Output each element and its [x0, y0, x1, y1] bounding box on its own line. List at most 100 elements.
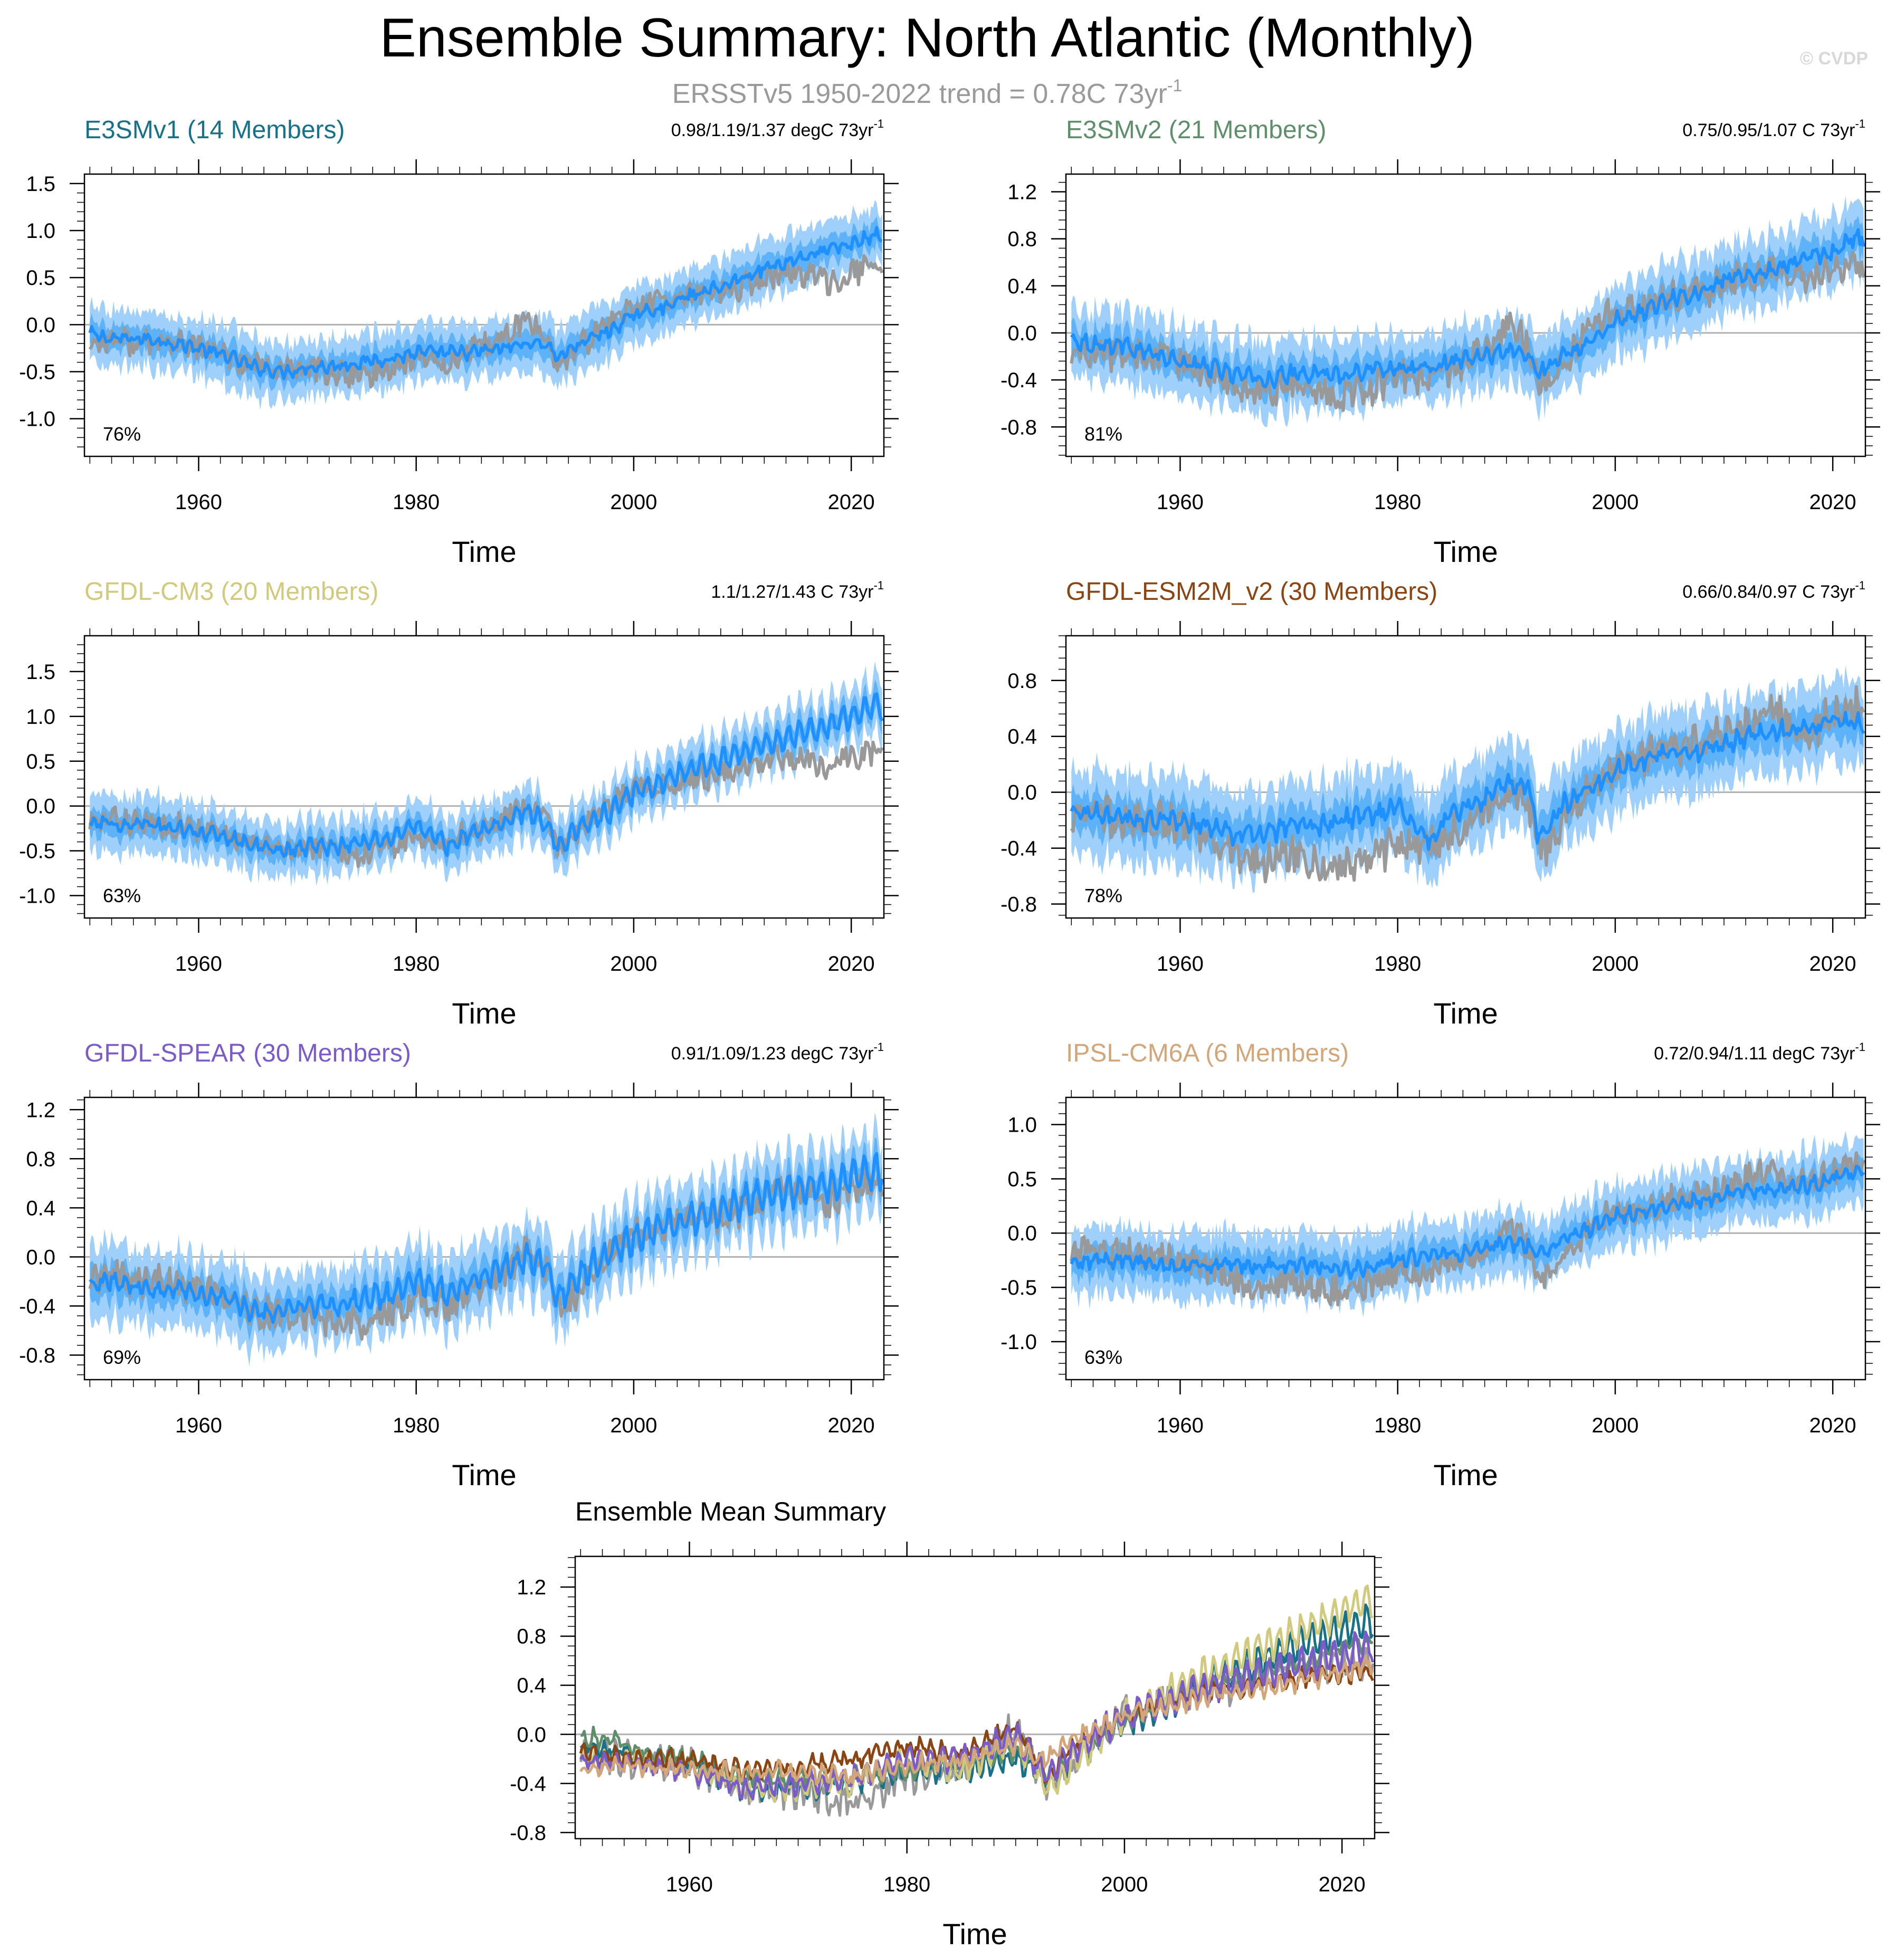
figure-subtitle: ERSSTv5 1950-2022 trend = 0.78C 73yr-1 — [672, 76, 1182, 109]
x-axis-label: Time — [452, 997, 516, 1030]
y-tick-label: -0.4 — [1001, 837, 1037, 861]
ensemble-spread-outer — [90, 1112, 882, 1366]
x-tick-label: 1980 — [393, 491, 440, 514]
trend-superscript: -1 — [1855, 579, 1865, 592]
x-tick-label: 2000 — [1592, 952, 1638, 976]
y-tick-label: 0.4 — [1007, 725, 1037, 749]
x-tick-label: 1980 — [883, 1873, 930, 1896]
y-tick-label: 0.0 — [26, 1246, 55, 1269]
y-tick-label: -0.8 — [510, 1821, 546, 1844]
plot-frame — [574, 1555, 1376, 1840]
percent-annotation: 63% — [1084, 1346, 1122, 1368]
trend-text: 0.66/0.84/0.97 C 73yr — [1682, 582, 1855, 602]
plot-area — [1066, 1131, 1865, 1318]
trend-superscript: -1 — [873, 579, 884, 592]
ensemble-spread-inner — [1071, 215, 1864, 405]
plot-frame — [83, 1096, 885, 1381]
panel-p7: Ensemble Mean Summary 1.2 0.8 0.4 0.0 -0.4 -0.… — [510, 1497, 1389, 1951]
trend-superscript: -1 — [873, 117, 884, 130]
trend-superscript: -1 — [873, 1040, 884, 1054]
y-tick-label: -0.8 — [19, 1344, 55, 1367]
panel-p4: GFDL-ESM2M_v2 (30 Members) 0.66/0.84/0.97… — [1001, 578, 1880, 1030]
series-line-ensemble-mean — [1070, 228, 1865, 389]
y-tick-label: 0.5 — [26, 266, 55, 290]
y-tick-label: -0.8 — [1001, 893, 1037, 916]
y-tick-label: 0.8 — [517, 1625, 546, 1648]
ensemble-spread-outer — [1071, 196, 1864, 427]
x-tick-label: 1960 — [175, 491, 222, 514]
x-tick-label: 1980 — [1374, 952, 1421, 976]
x-tick-label: 1960 — [1157, 1414, 1204, 1437]
panel-title: GFDL-SPEAR (30 Members) — [84, 1039, 411, 1067]
trend-label: 0.91/1.09/1.23 degC 73yr-1 — [671, 1040, 884, 1064]
y-tick-label: 0.0 — [1007, 322, 1037, 345]
percent-annotation: 78% — [1084, 885, 1122, 906]
percent-annotation: 63% — [103, 885, 141, 906]
series-line-ensemble-mean — [89, 1152, 884, 1324]
series-line-ensemble-mean — [88, 226, 883, 380]
x-tick-label: 1980 — [393, 1414, 440, 1437]
y-tick-label: -0.4 — [19, 1295, 55, 1318]
plot-area — [1066, 665, 1865, 893]
trend-superscript: -1 — [1855, 1040, 1865, 1054]
y-tick-label: -1.0 — [19, 408, 55, 431]
series-line-ipsl-cm6a — [579, 1655, 1374, 1786]
series-line-gfdl-spear — [579, 1630, 1374, 1801]
panel-title: GFDL-ESM2M_v2 (30 Members) — [1066, 578, 1437, 606]
y-tick-label: 0.0 — [26, 313, 55, 337]
x-tick-label: 2000 — [1592, 491, 1638, 514]
plot-frame — [1065, 1096, 1866, 1381]
trend-label: 0.98/1.19/1.37 degC 73yr-1 — [671, 117, 884, 140]
y-tick-label: -1.0 — [1001, 1331, 1037, 1354]
y-tick-label: 0.0 — [517, 1723, 546, 1746]
panel-title: E3SMv1 (14 Members) — [84, 116, 345, 144]
panel-p6: IPSL-CM6A (6 Members) 0.72/0.94/1.11 degC… — [1001, 1039, 1880, 1491]
series-line-observation — [1070, 251, 1865, 412]
y-tick-label: 1.0 — [26, 219, 55, 243]
panel-title: Ensemble Mean Summary — [575, 1497, 886, 1526]
x-tick-label: 1960 — [1157, 491, 1204, 514]
ensemble-spread-outer — [1071, 1131, 1864, 1318]
plot-area — [84, 1112, 884, 1366]
ensemble-spread-outer — [1071, 665, 1864, 893]
y-tick-label: -0.4 — [1001, 369, 1037, 392]
x-tick-label: 1960 — [175, 952, 222, 976]
y-tick-label: 1.2 — [1007, 180, 1037, 204]
y-tick-label: -0.5 — [19, 361, 55, 384]
x-tick-label: 1980 — [393, 952, 440, 976]
watermark: © CVDP — [1800, 49, 1868, 69]
y-tick-label: -1.0 — [19, 885, 55, 908]
x-tick-label: 2020 — [1319, 1873, 1366, 1896]
y-tick-label: 0.4 — [26, 1197, 55, 1220]
x-axis-label: Time — [1433, 997, 1498, 1030]
x-axis-label: Time — [942, 1917, 1007, 1951]
panel-p3: GFDL-CM3 (20 Members) 1.1/1.27/1.43 C 73y… — [19, 578, 899, 1030]
x-tick-label: 1960 — [1157, 952, 1204, 976]
x-tick-label: 1960 — [666, 1873, 713, 1896]
percent-annotation: 81% — [1084, 423, 1122, 445]
panel-p2: E3SMv2 (21 Members) 0.75/0.95/1.07 C 73yr… — [1001, 116, 1880, 568]
figure-title: Ensemble Summary: North Atlantic (Monthl… — [380, 7, 1475, 69]
x-axis-label: Time — [1433, 1458, 1498, 1491]
trend-label: 1.1/1.27/1.43 C 73yr-1 — [711, 579, 884, 602]
series-line-observation — [1070, 685, 1865, 884]
panel-p1: E3SMv1 (14 Members) 0.98/1.19/1.37 degC 7… — [19, 116, 899, 568]
series-line-ensemble-mean — [1070, 711, 1865, 851]
y-tick-label: 1.2 — [26, 1098, 55, 1122]
plot-area — [575, 1584, 1375, 1817]
x-tick-label: 2020 — [828, 1414, 875, 1437]
x-tick-label: 2020 — [1809, 1414, 1856, 1437]
x-tick-label: 2000 — [1592, 1414, 1638, 1437]
subtitle-superscript: -1 — [1167, 76, 1182, 95]
x-tick-label: 2020 — [1809, 952, 1856, 976]
series-line-ensemble-mean — [89, 692, 884, 858]
y-tick-label: 0.4 — [517, 1674, 546, 1697]
plot-area — [84, 661, 884, 887]
y-tick-label: 0.4 — [1007, 275, 1037, 298]
trend-label: 0.72/0.94/1.11 degC 73yr-1 — [1654, 1040, 1865, 1064]
plot-frame — [1065, 173, 1866, 457]
y-tick-label: 1.5 — [26, 661, 55, 684]
y-tick-label: 0.8 — [26, 1148, 55, 1171]
ensemble-spread-inner — [90, 1137, 882, 1342]
